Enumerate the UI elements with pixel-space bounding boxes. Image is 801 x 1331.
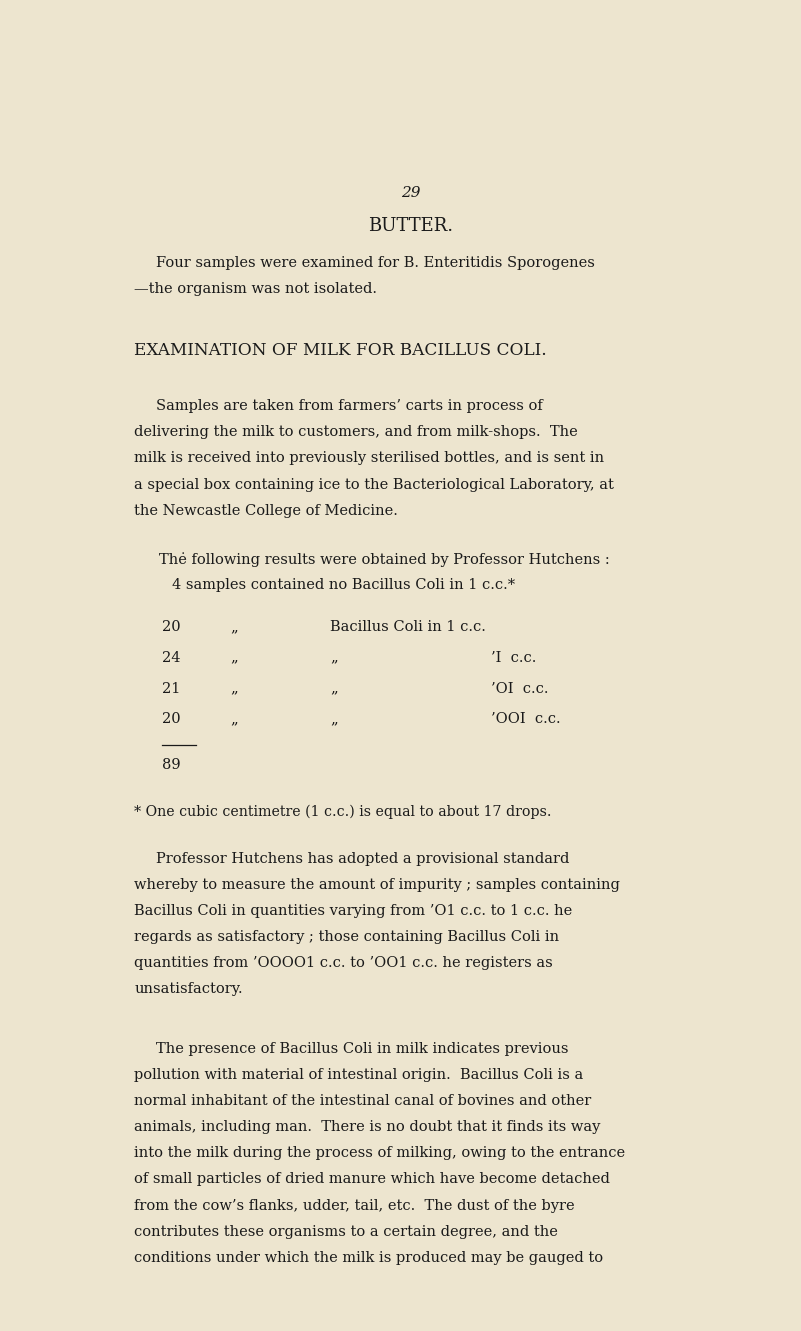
Text: 4 samples contained no Bacillus Coli in 1 c.c.*: 4 samples contained no Bacillus Coli in … bbox=[171, 578, 514, 592]
Text: Bacillus Coli in quantities varying from ’O1 c.c. to 1 c.c. he: Bacillus Coli in quantities varying from… bbox=[135, 904, 573, 918]
Text: 89: 89 bbox=[162, 757, 181, 772]
Text: ’OI  c.c.: ’OI c.c. bbox=[491, 681, 549, 696]
Text: animals, including man.  There is no doubt that it finds its way: animals, including man. There is no doub… bbox=[135, 1121, 601, 1134]
Text: contributes these organisms to a certain degree, and the: contributes these organisms to a certain… bbox=[135, 1225, 558, 1239]
Text: „: „ bbox=[231, 712, 238, 727]
Text: —the organism was not isolated.: —the organism was not isolated. bbox=[135, 282, 377, 297]
Text: of small particles of dried manure which have become detached: of small particles of dried manure which… bbox=[135, 1173, 610, 1186]
Text: into the milk during the process of milking, owing to the entrance: into the milk during the process of milk… bbox=[135, 1146, 626, 1161]
Text: The presence of Bacillus Coli in milk indicates previous: The presence of Bacillus Coli in milk in… bbox=[156, 1042, 569, 1055]
Text: Four samples were examined for B. Enteritidis Sporogenes: Four samples were examined for B. Enteri… bbox=[156, 256, 595, 270]
Text: BUTTER.: BUTTER. bbox=[368, 217, 453, 236]
Text: „: „ bbox=[231, 620, 238, 634]
Text: the Newcastle College of Medicine.: the Newcastle College of Medicine. bbox=[135, 503, 398, 518]
Text: 20: 20 bbox=[162, 620, 181, 634]
Text: EXAMINATION OF MILK FOR BACILLUS COLI.: EXAMINATION OF MILK FOR BACILLUS COLI. bbox=[135, 342, 547, 358]
Text: quantities from ’OOOO1 c.c. to ’OO1 c.c. he registers as: quantities from ’OOOO1 c.c. to ’OO1 c.c.… bbox=[135, 956, 553, 970]
Text: 29: 29 bbox=[400, 186, 421, 201]
Text: conditions under which the milk is produced may be gauged to: conditions under which the milk is produ… bbox=[135, 1251, 603, 1264]
Text: milk is received into previously sterilised bottles, and is sent in: milk is received into previously sterili… bbox=[135, 451, 605, 466]
Text: Thė following results were obtained by Professor Hutchens :: Thė following results were obtained by … bbox=[159, 552, 610, 567]
Text: Samples are taken from farmers’ carts in process of: Samples are taken from farmers’ carts in… bbox=[156, 399, 543, 413]
Text: „: „ bbox=[231, 681, 238, 696]
Text: from the cow’s flanks, udder, tail, etc.  The dust of the byre: from the cow’s flanks, udder, tail, etc.… bbox=[135, 1198, 575, 1213]
Text: a special box containing ice to the Bacteriological Laboratory, at: a special box containing ice to the Bact… bbox=[135, 478, 614, 491]
Text: ’OOI  c.c.: ’OOI c.c. bbox=[491, 712, 561, 727]
Text: normal inhabitant of the intestinal canal of bovines and other: normal inhabitant of the intestinal cana… bbox=[135, 1094, 591, 1107]
Text: 24: 24 bbox=[162, 651, 181, 664]
Text: pollution with material of intestinal origin.  Bacillus Coli is a: pollution with material of intestinal or… bbox=[135, 1067, 583, 1082]
Text: 21: 21 bbox=[162, 681, 180, 696]
Text: delivering the milk to customers, and from milk-shops.  The: delivering the milk to customers, and fr… bbox=[135, 426, 578, 439]
Text: whereby to measure the amount of impurity ; samples containing: whereby to measure the amount of impurit… bbox=[135, 878, 620, 892]
Text: unsatisfactory.: unsatisfactory. bbox=[135, 982, 243, 997]
Text: Bacillus Coli in 1 c.c.: Bacillus Coli in 1 c.c. bbox=[330, 620, 485, 634]
Text: regards as satisfactory ; those containing Bacillus Coli in: regards as satisfactory ; those containi… bbox=[135, 930, 559, 944]
Text: * One cubic centimetre (1 c.c.) is equal to about 17 drops.: * One cubic centimetre (1 c.c.) is equal… bbox=[135, 805, 552, 819]
Text: „: „ bbox=[330, 712, 337, 727]
Text: ’I  c.c.: ’I c.c. bbox=[491, 651, 537, 664]
Text: „: „ bbox=[231, 651, 238, 664]
Text: 20: 20 bbox=[162, 712, 181, 727]
Text: Professor Hutchens has adopted a provisional standard: Professor Hutchens has adopted a provisi… bbox=[156, 852, 570, 865]
Text: „: „ bbox=[330, 651, 337, 664]
Text: „: „ bbox=[330, 681, 337, 696]
